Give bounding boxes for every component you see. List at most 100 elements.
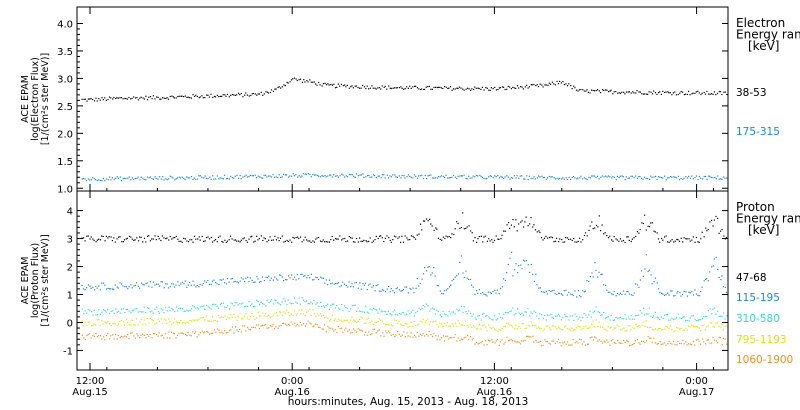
data-point	[465, 227, 467, 229]
data-point	[479, 174, 481, 176]
data-point	[648, 337, 651, 339]
data-point	[691, 239, 693, 241]
data-point	[256, 94, 258, 96]
series-175-315	[81, 173, 728, 182]
data-point	[256, 177, 258, 179]
data-point	[503, 325, 505, 328]
data-point	[96, 239, 98, 241]
data-point	[224, 94, 226, 96]
data-point	[292, 78, 294, 80]
data-point	[313, 313, 315, 315]
data-point	[92, 286, 94, 289]
data-point	[486, 295, 488, 297]
data-point	[712, 225, 714, 227]
data-point	[674, 344, 676, 346]
data-point	[90, 337, 92, 339]
data-point	[562, 177, 564, 179]
data-point	[251, 279, 253, 281]
data-point	[498, 293, 500, 295]
data-point	[603, 233, 605, 235]
data-point	[600, 176, 602, 178]
data-point	[354, 85, 356, 87]
data-point	[305, 300, 308, 302]
data-point	[360, 174, 362, 176]
data-point	[210, 93, 212, 95]
data-point	[653, 230, 655, 232]
data-point	[268, 327, 270, 329]
data-point	[351, 305, 353, 307]
data-point	[636, 90, 638, 92]
data-point	[87, 98, 89, 100]
data-point	[361, 330, 364, 332]
data-point	[360, 316, 362, 318]
data-point	[466, 324, 468, 326]
data-point	[650, 91, 652, 93]
data-point	[257, 312, 259, 314]
data-point	[480, 319, 482, 321]
data-point	[422, 177, 425, 180]
data-point	[127, 334, 129, 336]
data-point	[230, 278, 232, 280]
y-tick-label: 3.0	[57, 74, 73, 85]
data-point	[407, 310, 409, 312]
data-point	[284, 174, 286, 176]
data-point	[354, 320, 356, 322]
data-point	[386, 174, 388, 176]
data-point	[307, 240, 309, 242]
data-point	[351, 283, 353, 285]
data-point	[703, 236, 705, 238]
data-point	[630, 344, 632, 346]
data-point	[253, 315, 255, 317]
data-point	[207, 306, 209, 308]
data-point	[118, 236, 120, 238]
data-point	[162, 176, 164, 178]
data-point	[580, 175, 582, 177]
data-point	[235, 326, 237, 328]
data-point	[198, 334, 200, 336]
data-point	[269, 91, 272, 94]
data-point	[410, 288, 412, 290]
data-point	[381, 174, 383, 176]
data-point	[342, 320, 344, 322]
data-point	[368, 240, 370, 242]
data-point	[298, 175, 300, 177]
data-point	[671, 94, 673, 96]
data-point	[171, 238, 173, 240]
data-point	[565, 343, 567, 345]
data-point	[365, 240, 367, 242]
data-point	[558, 241, 560, 243]
data-point	[489, 317, 491, 319]
data-point	[324, 317, 326, 319]
data-point	[233, 177, 235, 179]
data-point	[275, 300, 277, 302]
data-point	[436, 323, 438, 326]
data-point	[509, 86, 511, 88]
data-point	[102, 282, 105, 284]
data-point	[386, 313, 388, 315]
data-point	[247, 276, 249, 278]
data-point	[147, 235, 149, 237]
data-point	[692, 92, 694, 94]
data-point	[665, 313, 667, 316]
data-point	[545, 290, 547, 292]
data-point	[110, 335, 112, 337]
data-point	[466, 313, 468, 315]
data-point	[369, 308, 371, 310]
data-point	[392, 334, 394, 336]
data-point	[374, 321, 376, 323]
data-point	[333, 319, 335, 321]
data-point	[189, 309, 191, 311]
data-point	[309, 277, 311, 279]
data-point	[691, 344, 693, 346]
data-point	[216, 241, 218, 243]
data-point	[274, 299, 276, 301]
data-point	[245, 277, 247, 279]
data-point	[602, 342, 604, 344]
data-point	[181, 241, 183, 243]
data-point	[646, 340, 648, 342]
data-point	[406, 332, 408, 334]
data-point	[289, 302, 291, 304]
data-point	[675, 177, 678, 179]
data-point	[644, 214, 646, 216]
data-point	[613, 236, 615, 238]
